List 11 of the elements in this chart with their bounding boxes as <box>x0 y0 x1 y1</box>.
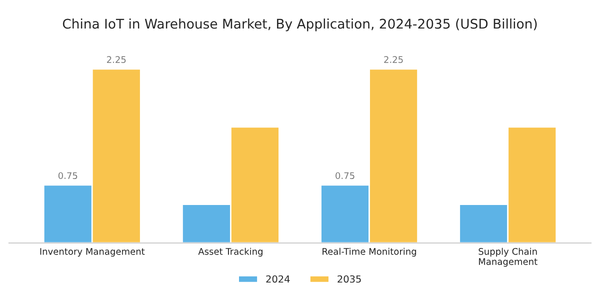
x-tick-label: Supply Chain Management <box>478 248 538 267</box>
data-label: 0.75 <box>58 172 78 180</box>
x-tick-label: Real-Time Monitoring <box>322 248 416 257</box>
data-label: 2.25 <box>384 56 403 63</box>
chart-title: China IoT in Warehouse Market, By Application, 2024-2035 (USD Billion) <box>62 18 537 32</box>
x-tick-label: Asset Tracking <box>198 248 262 257</box>
legend-label: 2024 <box>266 275 290 283</box>
x-tick-label: Inventory Management <box>40 248 145 257</box>
data-label: 0.75 <box>336 172 354 180</box>
legend-label: 2035 <box>338 275 361 283</box>
data-label: 2.25 <box>107 56 126 63</box>
